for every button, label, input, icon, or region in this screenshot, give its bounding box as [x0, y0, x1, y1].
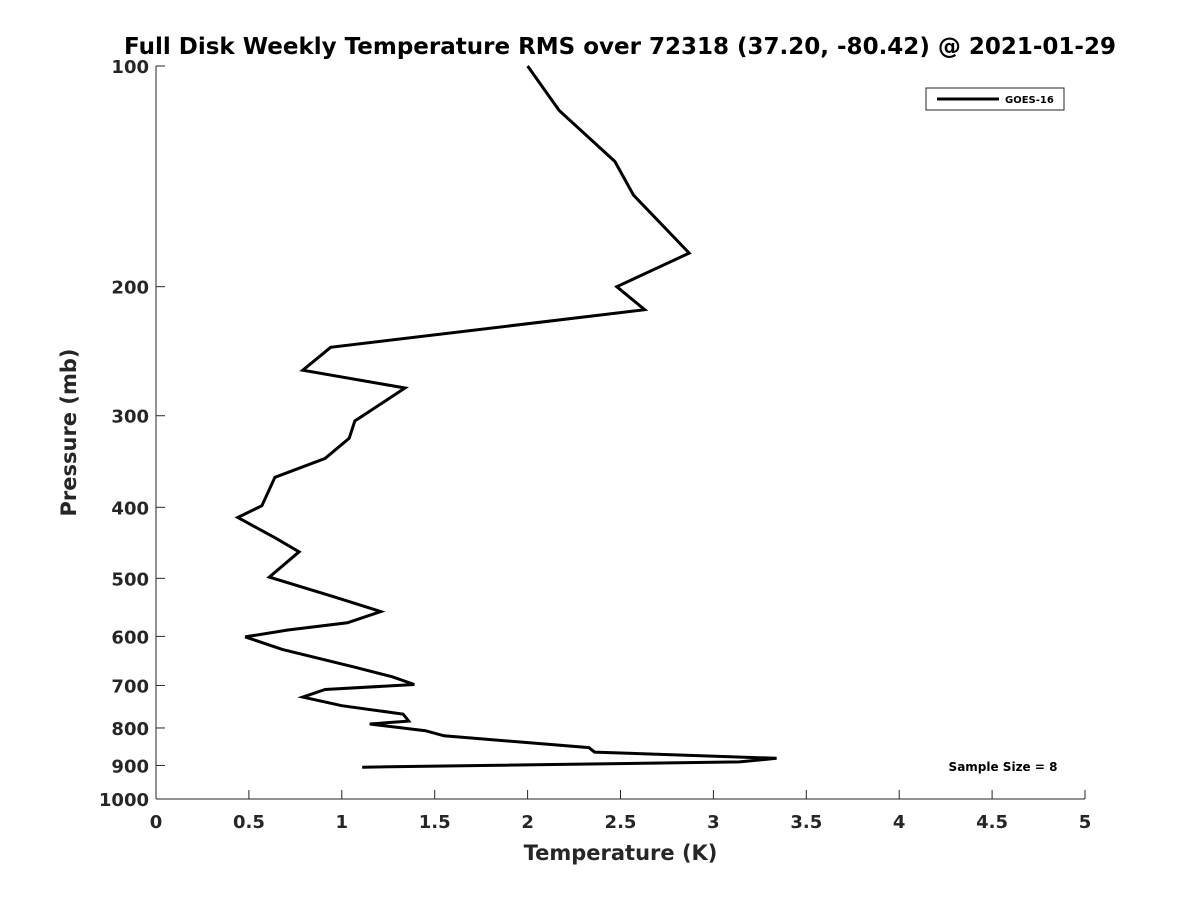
x-tick-label: 3.5	[790, 812, 822, 833]
x-tick-label: 1.5	[419, 812, 451, 833]
y-tick-label: 1000	[99, 790, 149, 811]
y-axis-ticks: 100 200 300 400 500 600 700 800 900 1000	[99, 57, 165, 811]
x-tick-label: 1	[336, 812, 349, 833]
y-tick-label: 700	[111, 676, 149, 697]
x-tick-label: 0.5	[233, 812, 265, 833]
x-tick-label: 0	[150, 812, 163, 833]
plot-area	[156, 66, 1085, 799]
y-tick-label: 200	[111, 278, 149, 299]
sample-size-annotation: Sample Size = 8	[949, 760, 1058, 774]
chart-title: Full Disk Weekly Temperature RMS over 72…	[124, 34, 1116, 60]
x-axis-label: Temperature (K)	[524, 841, 718, 865]
x-tick-label: 5	[1079, 812, 1092, 833]
legend: GOES-16	[925, 87, 1065, 111]
x-tick-label: 2	[521, 812, 534, 833]
x-tick-label: 4.5	[976, 812, 1008, 833]
y-tick-label: 900	[111, 756, 149, 777]
y-tick-label: 600	[111, 627, 149, 648]
x-tick-label: 2.5	[605, 812, 637, 833]
y-tick-label: 800	[111, 719, 149, 740]
y-tick-label: 100	[111, 57, 149, 78]
series-line-goes-16	[234, 65, 777, 769]
y-axis-label: Pressure (mb)	[57, 349, 81, 517]
y-tick-label: 400	[111, 498, 149, 519]
x-tick-label: 3	[707, 812, 720, 833]
y-tick-label: 500	[111, 569, 149, 590]
x-tick-label: 4	[893, 812, 906, 833]
y-tick-label: 300	[111, 407, 149, 428]
x-axis-ticks: 0 0.5 1 1.5 2 2.5 3 3.5 4 4.5 5	[150, 790, 1092, 833]
series-group	[234, 65, 777, 769]
legend-label-goes-16: GOES-16	[1005, 95, 1054, 106]
